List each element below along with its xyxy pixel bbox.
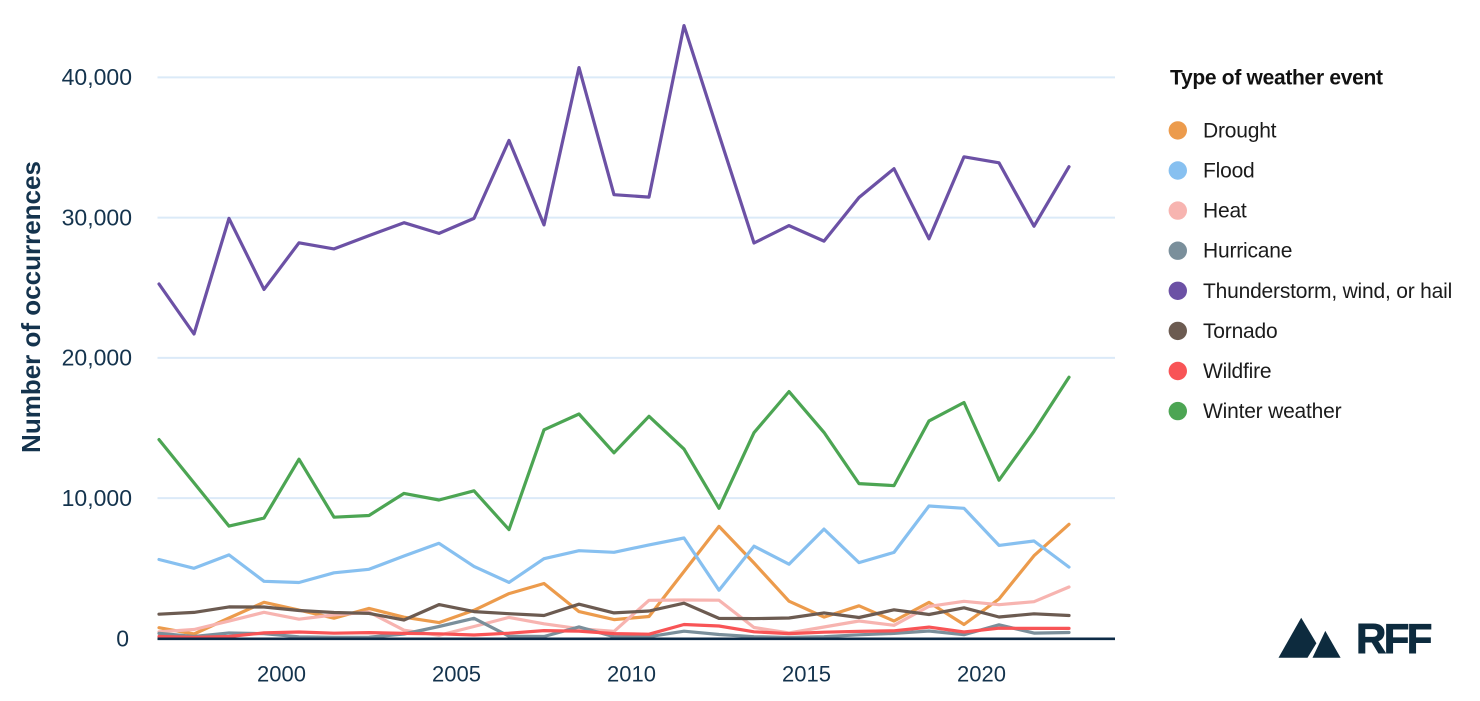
svg-text:2005: 2005 <box>432 662 481 687</box>
svg-text:2015: 2015 <box>782 662 831 687</box>
svg-text:0: 0 <box>116 626 129 652</box>
svg-text:Flood: Flood <box>1203 160 1255 183</box>
svg-text:Winter weather: Winter weather <box>1203 400 1342 423</box>
svg-text:Type of weather event: Type of weather event <box>1170 67 1383 90</box>
svg-text:40,000: 40,000 <box>62 64 132 90</box>
svg-text:Thunderstorm, wind, or hail: Thunderstorm, wind, or hail <box>1203 280 1452 303</box>
svg-text:Tornado: Tornado <box>1203 320 1278 343</box>
svg-text:2020: 2020 <box>957 662 1006 687</box>
svg-text:Heat: Heat <box>1203 200 1247 223</box>
svg-text:Wildfire: Wildfire <box>1203 360 1271 383</box>
svg-text:Hurricane: Hurricane <box>1203 240 1292 263</box>
svg-text:30,000: 30,000 <box>62 204 132 230</box>
svg-text:Drought: Drought <box>1203 119 1277 142</box>
svg-text:RFF: RFF <box>1356 615 1432 662</box>
svg-text:2010: 2010 <box>607 662 656 687</box>
svg-text:20,000: 20,000 <box>62 345 132 371</box>
svg-text:2000: 2000 <box>257 662 306 687</box>
svg-text:10,000: 10,000 <box>62 485 132 511</box>
svg-text:Number of occurrences: Number of occurrences <box>16 161 46 453</box>
